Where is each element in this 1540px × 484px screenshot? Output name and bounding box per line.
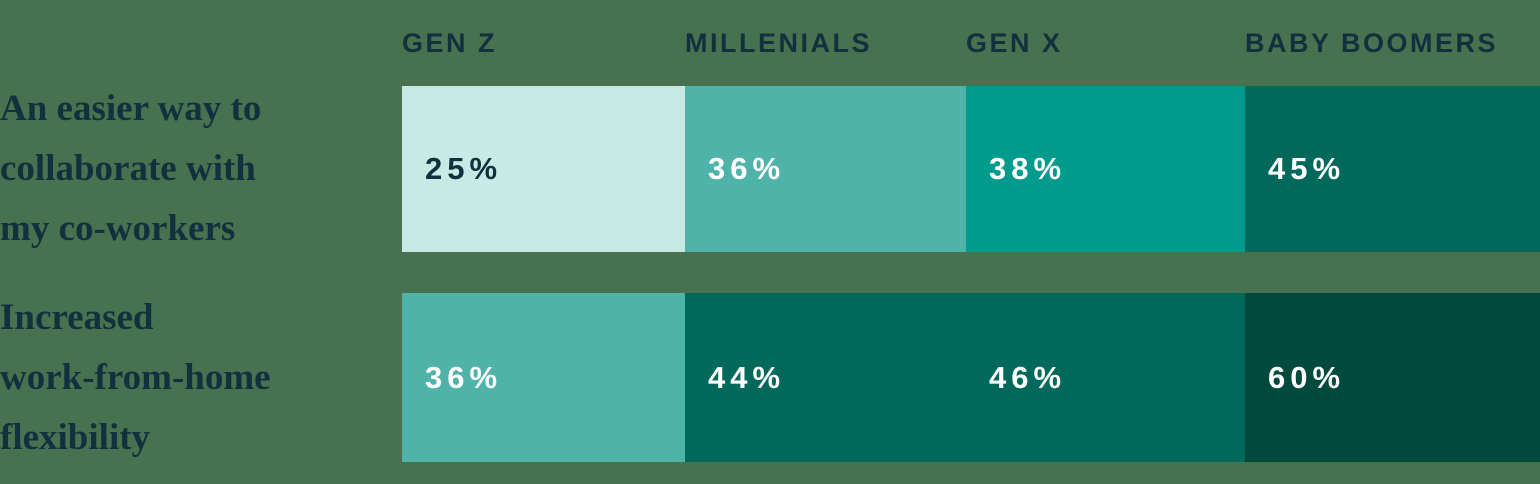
cell-value: 38% bbox=[989, 151, 1067, 186]
column-header-baby-boomers: BABY BOOMERS bbox=[1245, 28, 1499, 58]
column-header-gen-z: GEN Z bbox=[402, 28, 498, 58]
column-header-gen-x: GEN X bbox=[966, 28, 1063, 58]
cell-value: 36% bbox=[425, 359, 503, 395]
heatmap-cell-collaborate-baby-boomers: 45% bbox=[1245, 86, 1540, 252]
heatmap-cell-wfh-gen-x: 46% bbox=[966, 293, 1245, 462]
row-label-line: collaborate with bbox=[0, 148, 256, 189]
heatmap-cell-collaborate-gen-z: 25% bbox=[402, 86, 685, 252]
row-label-collaborate: An easier way to collaborate with my co-… bbox=[0, 86, 402, 252]
cell-value: 36% bbox=[708, 151, 786, 186]
cell-value: 45% bbox=[1268, 151, 1346, 186]
heatmap-cell-collaborate-gen-x: 38% bbox=[966, 86, 1245, 252]
column-header-millenials: MILLENIALS bbox=[685, 28, 872, 58]
heatmap-cell-wfh-gen-z: 36% bbox=[402, 293, 685, 462]
row-label-line: flexibility bbox=[0, 416, 151, 458]
heatmap-cell-wfh-millenials: 44% bbox=[685, 293, 966, 462]
row-label-line: Increased bbox=[0, 296, 154, 338]
cell-value: 60% bbox=[1268, 359, 1346, 395]
row-label-wfh-flexibility: Increased work-from-home flexibility bbox=[0, 293, 402, 462]
row-label-line: work-from-home bbox=[0, 356, 271, 398]
row-label-line: my co-workers bbox=[0, 208, 236, 249]
row-label-line: An easier way to bbox=[0, 88, 262, 129]
heatmap-cell-wfh-baby-boomers: 60% bbox=[1245, 293, 1540, 462]
cell-value: 44% bbox=[708, 359, 786, 395]
cell-value: 46% bbox=[989, 359, 1067, 395]
cell-value: 25% bbox=[425, 151, 503, 186]
heatmap-cell-collaborate-millenials: 36% bbox=[685, 86, 966, 252]
